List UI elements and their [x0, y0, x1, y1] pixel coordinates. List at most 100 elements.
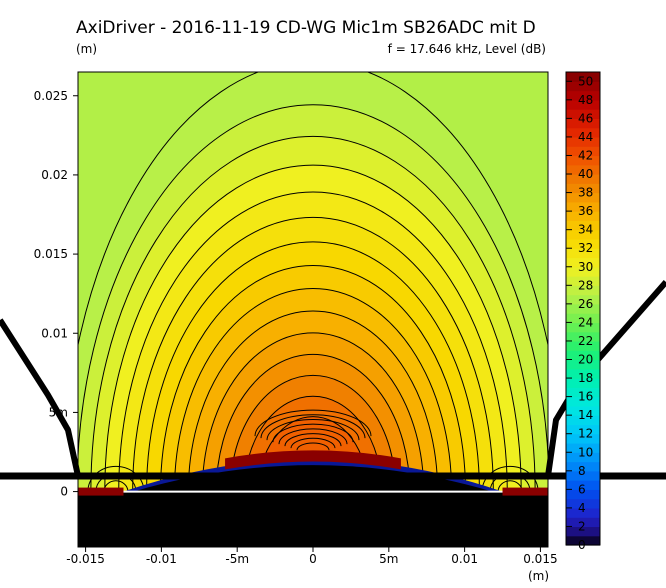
- y-tick-label: 5m: [49, 405, 68, 419]
- colorbar-swatch: [566, 266, 600, 277]
- colorbar-label: 24: [578, 315, 593, 329]
- colorbar-swatch: [566, 359, 600, 370]
- contour-line: [118, 191, 508, 492]
- colorbar-swatch: [566, 535, 600, 546]
- colorbar-swatch: [566, 81, 600, 92]
- contour-line: [132, 216, 494, 492]
- colorbar-swatch: [566, 498, 600, 509]
- driver-body: [78, 491, 548, 547]
- colorbar-swatch: [566, 90, 600, 101]
- chart-title: AxiDriver - 2016-11-19 CD-WG Mic1m SB26A…: [76, 18, 536, 38]
- contour-line: [146, 241, 480, 492]
- contour-line: [229, 375, 397, 492]
- colorbar-swatch: [566, 526, 600, 537]
- colorbar-swatch: [566, 442, 600, 453]
- contour-line: [254, 409, 372, 437]
- colorbar-swatch: [566, 109, 600, 119]
- colorbar-swatch: [566, 118, 600, 129]
- colorbar-swatch: [566, 313, 600, 324]
- y-tick-label: 0.01: [41, 326, 68, 340]
- colorbar-swatch: [566, 229, 600, 240]
- contour-line: [104, 164, 522, 492]
- x-tick-label: 0: [309, 552, 317, 566]
- colorbar-swatch: [566, 480, 600, 490]
- contour-line: [87, 465, 145, 492]
- x-tick-label: -0.015: [66, 552, 105, 566]
- colorbar-swatch: [566, 192, 600, 203]
- colorbar-swatch: [566, 452, 600, 463]
- colorbar-label: 42: [578, 148, 593, 162]
- contour-line: [266, 418, 360, 441]
- colorbar-swatch: [566, 72, 600, 82]
- colorbar-label: 0: [578, 538, 586, 552]
- waveguide-left-wall: [0, 318, 82, 479]
- phase-plug: [225, 450, 401, 470]
- colorbar-swatch: [566, 415, 600, 426]
- y-tick-label: 0.015: [34, 247, 68, 261]
- colorbar-swatch: [566, 99, 600, 110]
- colorbar-label: 46: [578, 111, 593, 125]
- colorbar-swatch: [566, 489, 600, 500]
- colorbar-label: 48: [578, 93, 593, 107]
- colorbar-swatch: [566, 507, 600, 518]
- contour-line: [78, 72, 548, 348]
- contour-line: [187, 310, 439, 492]
- contour-line: [284, 433, 342, 447]
- y-axis-unit-label: (m): [76, 42, 97, 56]
- colorbar-swatch: [566, 201, 600, 212]
- colorbar-label: 12: [578, 427, 593, 441]
- colorbar-swatch: [566, 424, 600, 435]
- contour-line: [481, 465, 539, 492]
- colorbar-label: 40: [578, 167, 593, 181]
- y-tick-label: 0.025: [34, 89, 68, 103]
- colorbar-label: 10: [578, 445, 593, 459]
- y-tick-label: 0.02: [41, 168, 68, 182]
- x-tick-label: 5m: [379, 552, 398, 566]
- colorbar-label: 20: [578, 353, 593, 367]
- colorbar-swatch: [566, 155, 600, 166]
- colorbar-swatch: [566, 405, 600, 416]
- colorbar-swatch: [566, 303, 600, 314]
- x-axis-unit-label: (m): [528, 569, 549, 583]
- colorbar-swatch: [566, 248, 600, 259]
- contour-lines: [78, 72, 548, 492]
- x-tick-label: -0.01: [146, 552, 177, 566]
- colorbar-swatch: [566, 378, 600, 388]
- colorbar-swatch: [566, 322, 600, 333]
- colorbar-label: 2: [578, 519, 586, 533]
- colorbar-label: 18: [578, 371, 593, 385]
- contour-line: [201, 332, 425, 492]
- colorbar-label: 36: [578, 204, 593, 218]
- colorbar-swatch: [566, 285, 600, 296]
- contour-line: [78, 104, 548, 466]
- y-tick-label: 0: [60, 485, 68, 499]
- colorbar-swatch: [566, 470, 600, 481]
- x-tick-label: 0.015: [523, 552, 557, 566]
- colorbar-swatch: [566, 136, 600, 147]
- contour-line: [290, 437, 336, 449]
- plot-area: [78, 72, 548, 547]
- contour-line: [160, 265, 466, 492]
- colorbar-swatch: [566, 276, 600, 286]
- y-axis: 0.025 0.02 0.015 0.01 5m 0: [34, 89, 78, 499]
- colorbar-swatch: [566, 433, 600, 444]
- colorbar: 0246810121416182022242628303234363840424…: [565, 71, 601, 552]
- colorbar-label: 26: [578, 297, 593, 311]
- frequency-level-subtitle: f = 17.646 kHz, Level (dB): [388, 42, 546, 56]
- colorbar-label: 22: [578, 334, 593, 348]
- colorbar-frame: [565, 71, 601, 546]
- colorbar-swatch: [566, 127, 600, 138]
- contour-line: [278, 428, 348, 445]
- colorbar-swatch: [566, 146, 600, 157]
- colorbar-label: 14: [578, 408, 593, 422]
- colorbar-swatch: [566, 331, 600, 342]
- colorbar-swatch: [566, 461, 600, 472]
- colorbar-swatch: [566, 220, 600, 231]
- colorbar-swatch: [566, 174, 600, 184]
- colorbar-swatch: [566, 517, 600, 528]
- colorbar-swatch: [566, 183, 600, 194]
- colorbar-label: 44: [578, 130, 593, 144]
- colorbar-swatch: [566, 396, 600, 407]
- colorbar-label: 16: [578, 390, 593, 404]
- colorbar-swatch: [566, 238, 600, 249]
